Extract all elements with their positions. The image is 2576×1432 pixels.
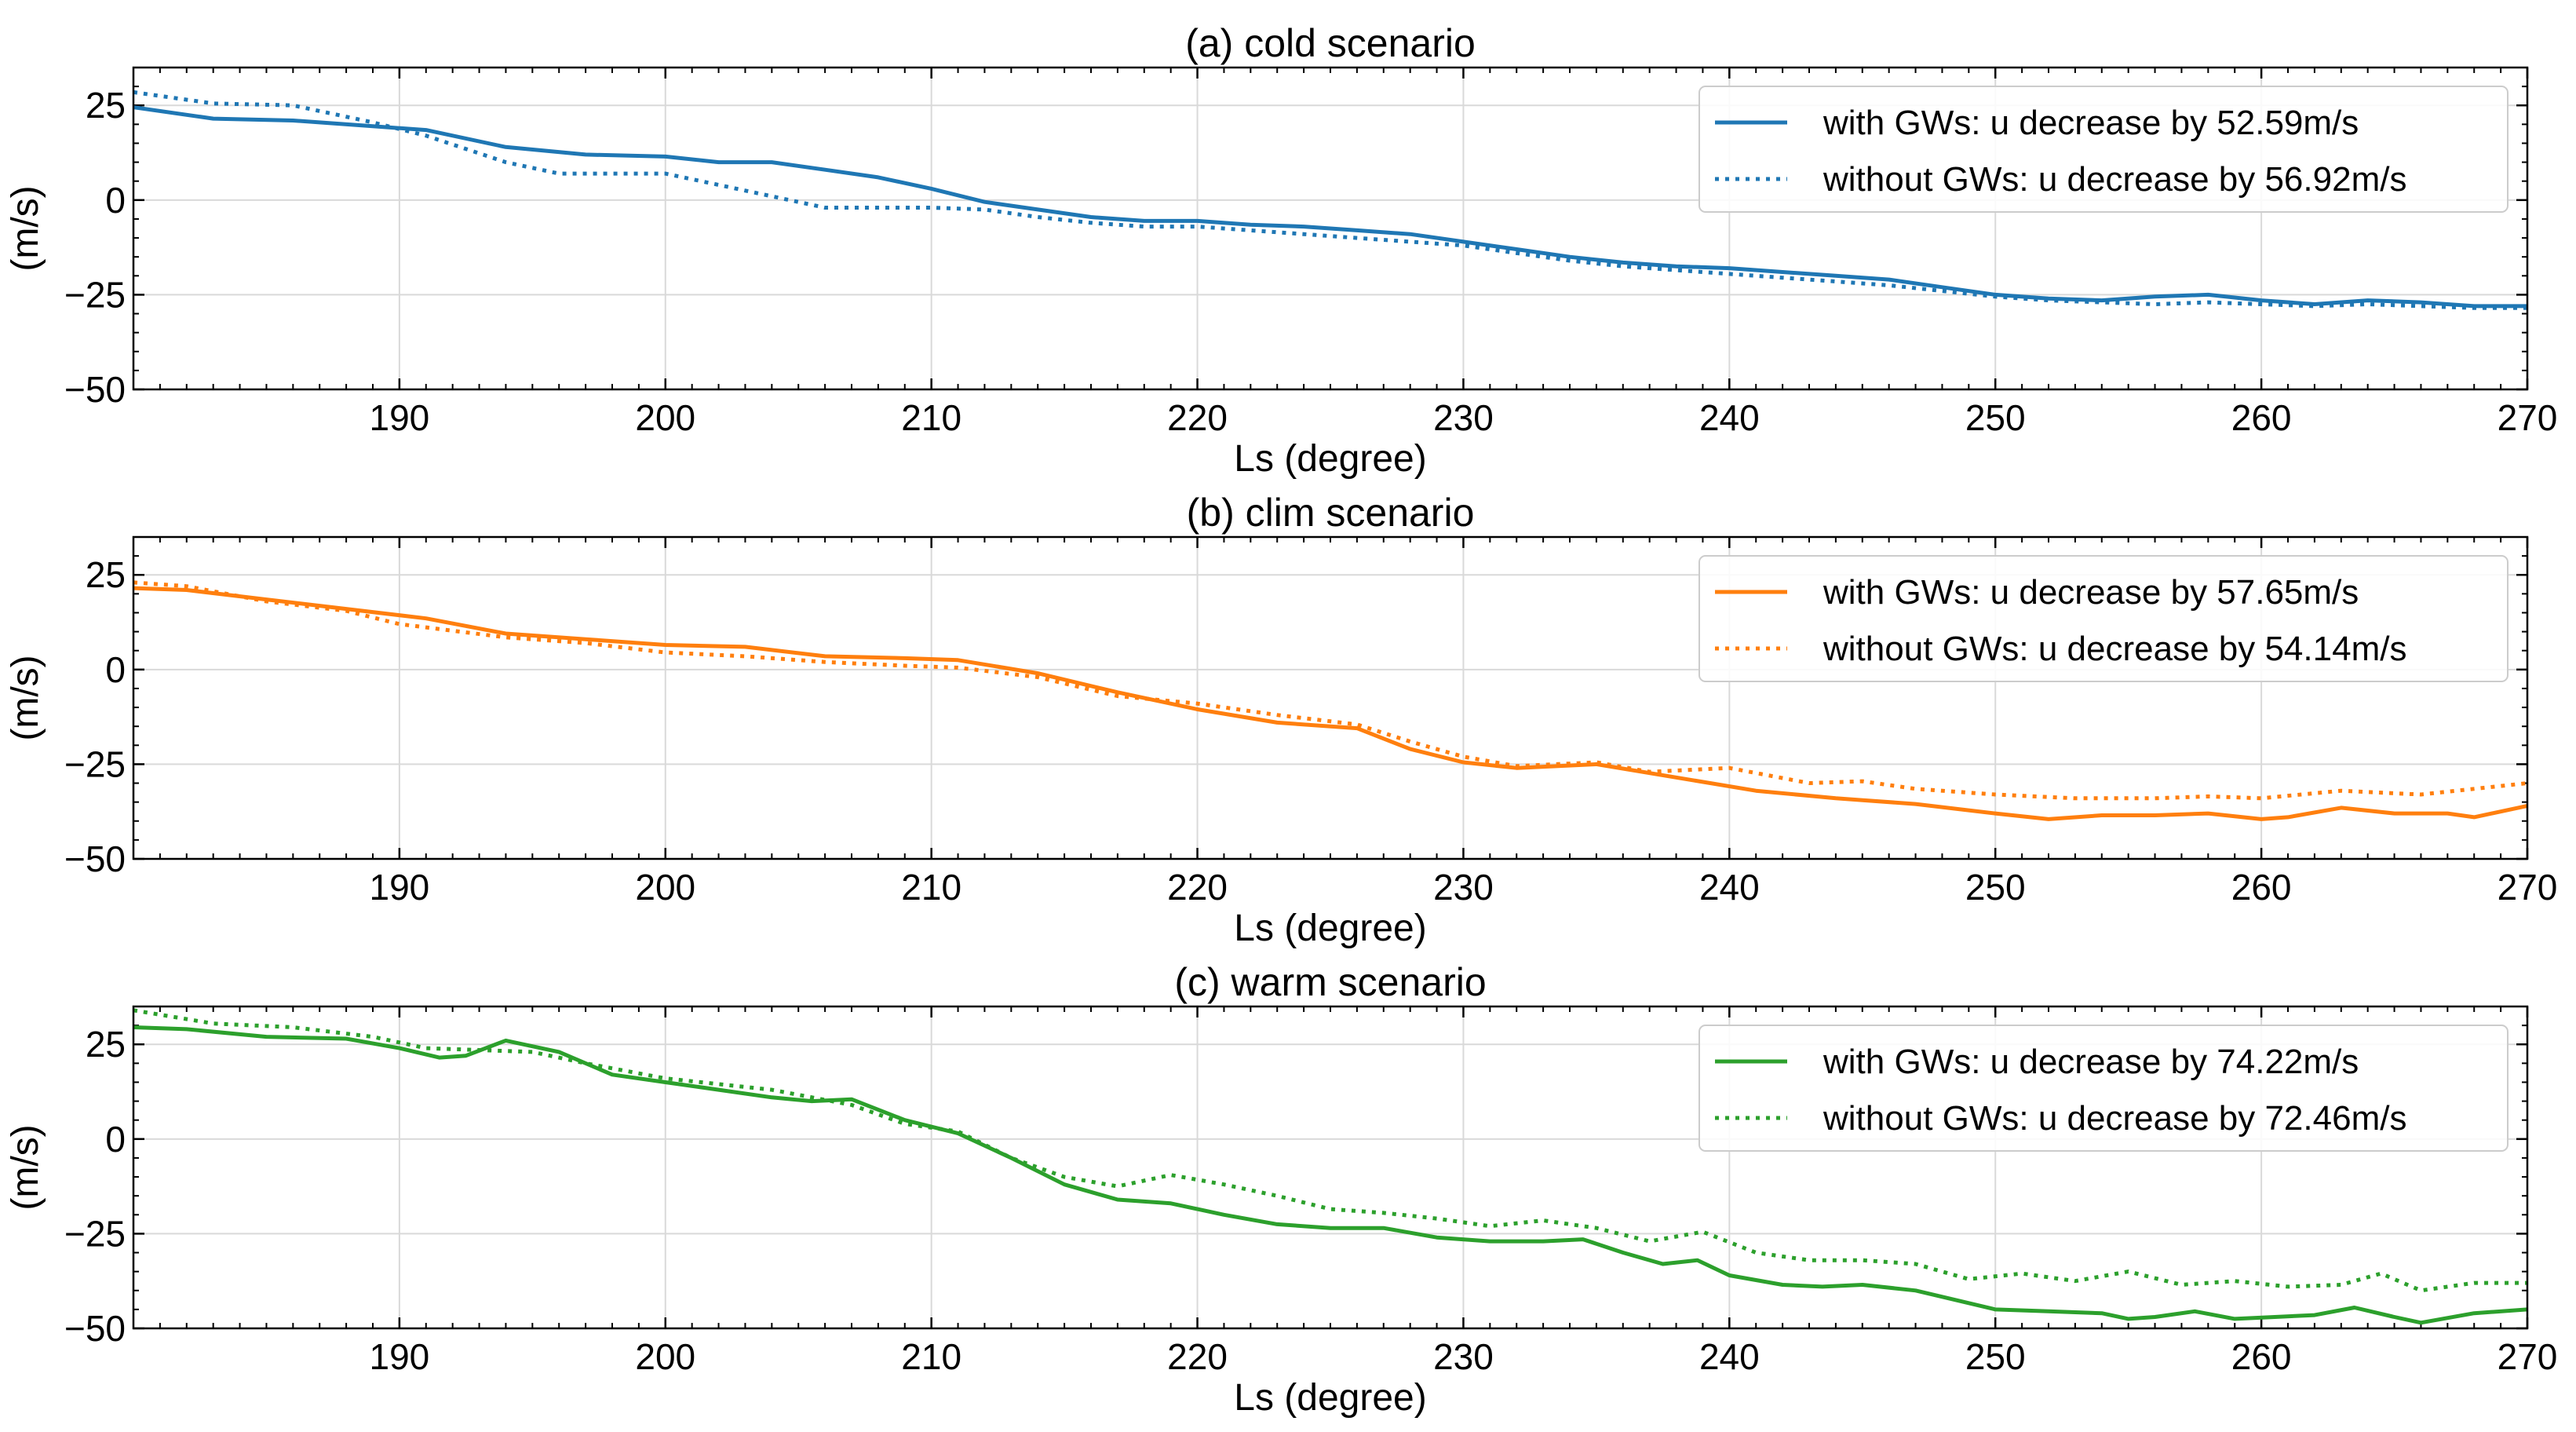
x-tick-label: 210	[901, 867, 961, 908]
chart-title: (c) warm scenario	[1174, 960, 1486, 1004]
y-axis-label: (m/s)	[5, 655, 46, 740]
x-tick-label: 270	[2498, 397, 2558, 438]
x-tick-label: 210	[901, 1336, 961, 1377]
legend-label: with GWs: u decrease by 57.65m/s	[1823, 573, 2359, 612]
x-tick-label: 270	[2498, 1336, 2558, 1377]
x-tick-label: 260	[2231, 397, 2292, 438]
x-tick-label: 210	[901, 397, 961, 438]
x-tick-label: 200	[635, 397, 695, 438]
x-tick-label: 230	[1433, 867, 1494, 908]
legend-label: with GWs: u decrease by 74.22m/s	[1823, 1043, 2359, 1081]
series-line-with-gws	[133, 586, 2527, 821]
x-tick-label: 220	[1167, 1336, 1228, 1377]
x-tick-label: 270	[2498, 867, 2558, 908]
y-tick-label: 25	[86, 1024, 126, 1065]
series-line-without-gws	[133, 580, 2527, 801]
legend-label: without GWs: u decrease by 72.46m/s	[1823, 1099, 2406, 1138]
x-tick-label: 220	[1167, 867, 1228, 908]
y-tick-label: −25	[64, 743, 126, 784]
x-tick-label: 230	[1433, 397, 1494, 438]
y-tick-label: 0	[105, 649, 126, 690]
y-tick-label: −50	[64, 1308, 126, 1349]
series-line-with-gws	[133, 105, 2527, 309]
x-tick-label: 200	[635, 867, 695, 908]
chart-title: (b) clim scenario	[1187, 491, 1475, 535]
y-axis-label: (m/s)	[5, 185, 46, 271]
y-axis-label: (m/s)	[5, 1124, 46, 1210]
plot-frame	[132, 1005, 2529, 1330]
legend-label: with GWs: u decrease by 52.59m/s	[1823, 104, 2359, 142]
y-tick-label: −25	[64, 1213, 126, 1254]
y-tick-label: 0	[105, 1119, 126, 1160]
series-line-without-gws	[133, 1008, 2527, 1293]
legend-label: without GWs: u decrease by 54.14m/s	[1823, 630, 2406, 668]
plot-frame	[132, 66, 2529, 391]
x-tick-label: 230	[1433, 1336, 1494, 1377]
series-line-without-gws	[133, 90, 2527, 310]
y-tick-label: 25	[86, 85, 126, 126]
y-tick-label: −50	[64, 369, 126, 410]
x-tick-label: 200	[635, 1336, 695, 1377]
legend-box	[1698, 86, 2508, 213]
legend-box	[1698, 1025, 2508, 1152]
x-tick-label: 260	[2231, 867, 2292, 908]
x-tick-label: 250	[1965, 1336, 2026, 1377]
x-tick-label: 260	[2231, 1336, 2292, 1377]
plot-frame	[132, 535, 2529, 860]
chart-title: (a) cold scenario	[1185, 21, 1476, 65]
x-tick-label: 220	[1167, 397, 1228, 438]
legend-box	[1698, 555, 2508, 682]
y-tick-label: 25	[86, 554, 126, 595]
x-tick-label: 250	[1965, 397, 2026, 438]
y-tick-label: 0	[105, 180, 126, 221]
x-tick-label: 240	[1699, 397, 1760, 438]
x-tick-label: 190	[370, 1336, 430, 1377]
x-tick-label: 190	[370, 397, 430, 438]
x-tick-label: 250	[1965, 867, 2026, 908]
y-tick-label: −50	[64, 838, 126, 879]
legend-label: without GWs: u decrease by 56.92m/s	[1823, 160, 2406, 199]
x-tick-label: 190	[370, 867, 430, 908]
x-axis-label: Ls (degree)	[1234, 1377, 1426, 1419]
y-tick-label: −25	[64, 274, 126, 315]
series-line-with-gws	[133, 1025, 2527, 1325]
x-tick-label: 240	[1699, 1336, 1760, 1377]
x-tick-label: 240	[1699, 867, 1760, 908]
x-axis-label: Ls (degree)	[1234, 908, 1426, 949]
x-axis-label: Ls (degree)	[1234, 438, 1426, 480]
